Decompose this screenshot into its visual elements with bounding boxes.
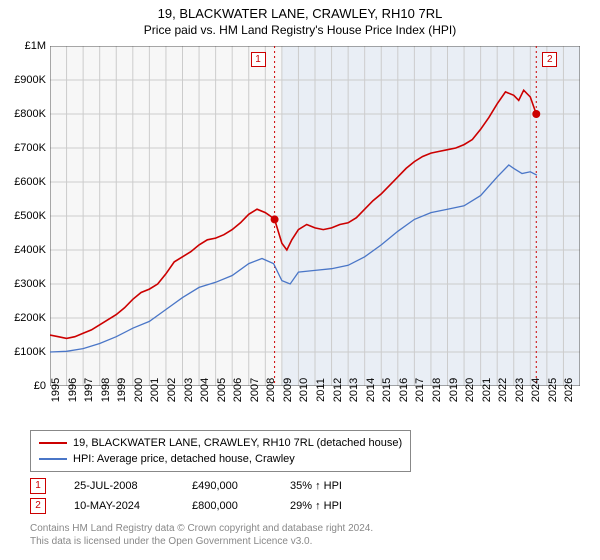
- sale-price: £800,000: [192, 500, 262, 512]
- y-tick-label: £800K: [14, 108, 46, 120]
- y-tick-label: £400K: [14, 244, 46, 256]
- x-tick-label: 2023: [514, 378, 526, 402]
- sale-price: £490,000: [192, 480, 262, 492]
- x-tick-label: 2015: [381, 378, 393, 402]
- x-tick-label: 2016: [398, 378, 410, 402]
- x-tick-label: 2004: [199, 378, 211, 402]
- chart-container: 19, BLACKWATER LANE, CRAWLEY, RH10 7RL P…: [0, 0, 600, 560]
- x-tick-label: 1997: [83, 378, 95, 402]
- sale-marker-icon: 1: [30, 478, 46, 494]
- y-tick-label: £200K: [14, 312, 46, 324]
- plot-area: [50, 46, 580, 386]
- attribution-line-2: This data is licensed under the Open Gov…: [30, 535, 373, 548]
- x-tick-label: 2006: [232, 378, 244, 402]
- x-tick-label: 2008: [265, 378, 277, 402]
- y-tick-label: £900K: [14, 74, 46, 86]
- y-tick-label: £600K: [14, 176, 46, 188]
- x-tick-label: 2025: [547, 378, 559, 402]
- x-tick-label: 2002: [166, 378, 178, 402]
- x-tick-label: 2018: [431, 378, 443, 402]
- x-tick-label: 2010: [298, 378, 310, 402]
- x-tick-label: 2022: [497, 378, 509, 402]
- x-tick-label: 2001: [149, 378, 161, 402]
- legend-label: 19, BLACKWATER LANE, CRAWLEY, RH10 7RL (…: [73, 435, 402, 451]
- x-tick-label: 2024: [530, 378, 542, 402]
- chart-zone: 12£0£100K£200K£300K£400K£500K£600K£700K£…: [50, 46, 580, 386]
- chart-marker-label: 2: [542, 52, 557, 67]
- x-tick-label: 1996: [67, 378, 79, 402]
- attribution-line-1: Contains HM Land Registry data © Crown c…: [30, 522, 373, 535]
- attribution: Contains HM Land Registry data © Crown c…: [30, 522, 373, 548]
- y-tick-label: £1M: [25, 40, 46, 52]
- y-tick-label: £700K: [14, 142, 46, 154]
- chart-subtitle: Price paid vs. HM Land Registry's House …: [0, 21, 600, 41]
- legend-swatch: [39, 458, 67, 460]
- sale-marker-icon: 2: [30, 498, 46, 514]
- legend-item: HPI: Average price, detached house, Craw…: [39, 451, 402, 467]
- y-tick-label: £300K: [14, 278, 46, 290]
- y-tick-label: £500K: [14, 210, 46, 222]
- x-tick-label: 2013: [348, 378, 360, 402]
- x-tick-label: 1999: [116, 378, 128, 402]
- x-tick-label: 2020: [464, 378, 476, 402]
- sale-delta: 29% ↑ HPI: [290, 500, 370, 512]
- legend-label: HPI: Average price, detached house, Craw…: [73, 451, 295, 467]
- sale-delta: 35% ↑ HPI: [290, 480, 370, 492]
- x-tick-label: 2012: [332, 378, 344, 402]
- x-tick-label: 1998: [100, 378, 112, 402]
- x-tick-label: 2007: [249, 378, 261, 402]
- x-tick-label: 2026: [563, 378, 575, 402]
- chart-title: 19, BLACKWATER LANE, CRAWLEY, RH10 7RL: [0, 0, 600, 21]
- sale-date: 10-MAY-2024: [74, 500, 164, 512]
- y-tick-label: £0: [34, 380, 46, 392]
- sale-date: 25-JUL-2008: [74, 480, 164, 492]
- y-tick-label: £100K: [14, 346, 46, 358]
- x-tick-label: 2021: [481, 378, 493, 402]
- legend-swatch: [39, 442, 67, 444]
- sale-row: 1 25-JUL-2008 £490,000 35% ↑ HPI: [30, 476, 370, 496]
- sales-table: 1 25-JUL-2008 £490,000 35% ↑ HPI 2 10-MAY-202…: [30, 476, 370, 516]
- legend: 19, BLACKWATER LANE, CRAWLEY, RH10 7RL (…: [30, 430, 411, 472]
- sale-row: 2 10-MAY-2024 £800,000 29% ↑ HPI: [30, 496, 370, 516]
- x-tick-label: 2017: [414, 378, 426, 402]
- legend-item: 19, BLACKWATER LANE, CRAWLEY, RH10 7RL (…: [39, 435, 402, 451]
- x-tick-label: 2019: [448, 378, 460, 402]
- x-tick-label: 2011: [315, 378, 327, 402]
- x-tick-label: 2000: [133, 378, 145, 402]
- x-tick-label: 2014: [365, 378, 377, 402]
- x-tick-label: 1995: [50, 378, 62, 402]
- x-tick-label: 2009: [282, 378, 294, 402]
- x-tick-label: 2005: [216, 378, 228, 402]
- chart-marker-label: 1: [251, 52, 266, 67]
- x-tick-label: 2003: [183, 378, 195, 402]
